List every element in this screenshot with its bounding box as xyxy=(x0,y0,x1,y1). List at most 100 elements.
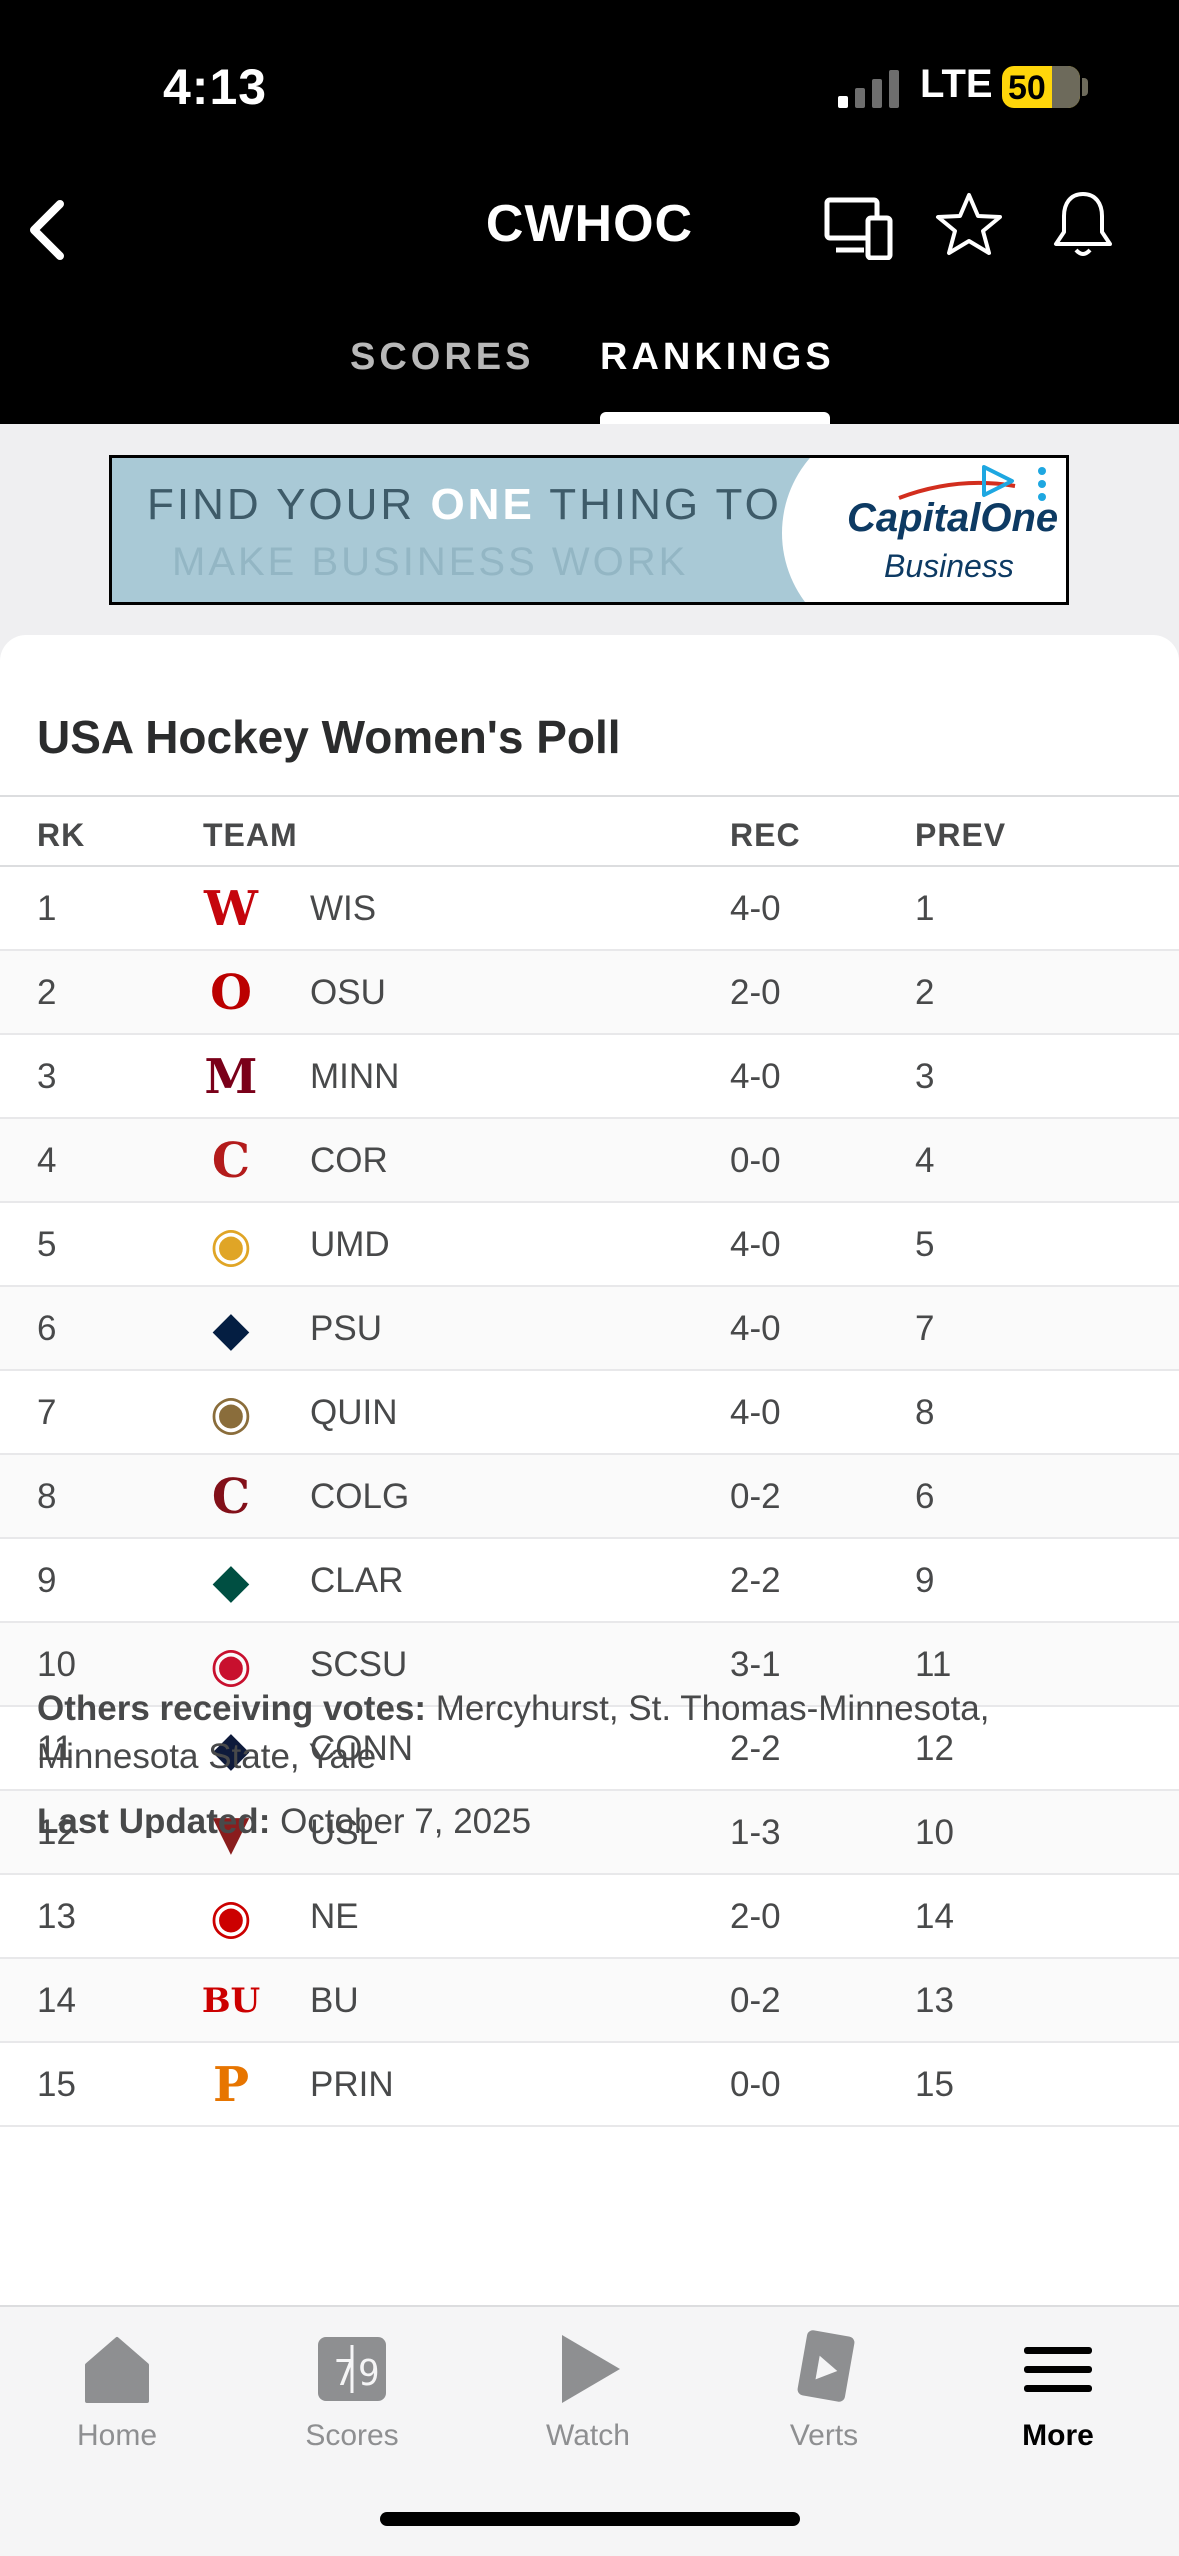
status-time: 4:13 xyxy=(163,59,268,115)
penn-state-icon: ◆ xyxy=(212,1301,250,1357)
play-icon xyxy=(562,2335,620,2403)
team-cell: NE xyxy=(310,1897,359,1936)
nav-home[interactable]: Home xyxy=(37,2329,197,2459)
back-chevron-icon[interactable] xyxy=(20,190,80,270)
previous-rank-cell: 11 xyxy=(915,1645,952,1684)
minnesota-m-icon: M xyxy=(204,1049,258,1105)
team-cell: BU xyxy=(310,1981,359,2020)
table-row[interactable]: 5 ◉ UMD 4-0 5 xyxy=(0,1203,1179,1287)
column-header-team: TEAM xyxy=(203,817,298,853)
table-row[interactable]: 11 ◆ CONN 2-2 12 xyxy=(0,1707,1179,1791)
rank-cell: 12 xyxy=(37,1813,76,1852)
record-cell: 3-1 xyxy=(730,1645,781,1684)
record-cell: 0-0 xyxy=(730,1141,781,1180)
network-type: LTE xyxy=(920,62,993,106)
team-cell: WIS xyxy=(310,889,377,928)
rank-cell: 10 xyxy=(37,1645,76,1684)
husky-icon: ◆ xyxy=(212,1721,250,1777)
more-options-icon[interactable] xyxy=(1036,466,1048,502)
rank-cell: 15 xyxy=(37,2065,76,2104)
rank-cell: 11 xyxy=(37,1729,74,1768)
previous-rank-cell: 14 xyxy=(915,1897,954,1936)
st-lawrence-icon: ▼ xyxy=(212,1805,250,1861)
svg-text:9: 9 xyxy=(358,2353,380,2394)
wisconsin-w-icon: W xyxy=(204,881,258,937)
active-tab-indicator xyxy=(600,412,830,424)
table-row[interactable]: 1 W WIS 4-0 1 xyxy=(0,867,1179,951)
rank-cell: 6 xyxy=(37,1309,57,1348)
nav-more[interactable]: More xyxy=(978,2329,1138,2459)
tab-rankings[interactable]: RANKINGS xyxy=(600,336,835,378)
rank-cell: 1 xyxy=(37,889,57,928)
rank-cell: 8 xyxy=(37,1477,57,1516)
ad-brand: CapitalOne xyxy=(847,496,1059,540)
table-row[interactable]: 14 BU BU 0-2 13 xyxy=(0,1959,1179,2043)
table-row[interactable]: 8 C COLG 0-2 6 xyxy=(0,1455,1179,1539)
nav-scores[interactable]: 7 9 Scores xyxy=(272,2329,432,2459)
team-cell: SCSU xyxy=(310,1645,408,1684)
poll-title: USA Hockey Women's Poll xyxy=(37,711,621,763)
svg-text:7: 7 xyxy=(334,2353,356,2394)
nav-more-label: More xyxy=(1022,2419,1094,2452)
previous-rank-cell: 2 xyxy=(915,973,935,1012)
record-cell: 0-2 xyxy=(730,1477,781,1516)
nav-watch[interactable]: Watch xyxy=(508,2329,668,2459)
colgate-c-icon: C xyxy=(211,1469,251,1525)
rank-cell: 3 xyxy=(37,1057,57,1096)
battery-tip xyxy=(1082,78,1088,96)
nav-scores-label: Scores xyxy=(305,2419,399,2452)
battery-icon: 50 xyxy=(1002,66,1080,108)
previous-rank-cell: 12 xyxy=(915,1729,954,1768)
battery-percent: 50 xyxy=(1008,69,1046,107)
cast-device-icon[interactable] xyxy=(824,196,894,260)
nav-home-label: Home xyxy=(76,2419,158,2452)
table-row[interactable]: 3 M MINN 4-0 3 xyxy=(0,1035,1179,1119)
bobcat-icon: ◉ xyxy=(210,1385,252,1441)
rankings-card: USA Hockey Women's Poll RK TEAM REC PREV… xyxy=(0,635,1179,2395)
record-cell: 0-0 xyxy=(730,2065,781,2104)
notification-bell-icon[interactable] xyxy=(1050,188,1116,260)
table-row[interactable]: 4 C COR 0-0 4 xyxy=(0,1119,1179,1203)
table-row[interactable]: 7 ◉ QUIN 4-0 8 xyxy=(0,1371,1179,1455)
rank-cell: 4 xyxy=(37,1141,57,1180)
team-cell: CLAR xyxy=(310,1561,404,1600)
previous-rank-cell: 5 xyxy=(915,1225,935,1264)
northeastern-husky-icon: ◉ xyxy=(210,1889,252,1945)
rank-cell: 13 xyxy=(37,1897,76,1936)
cellular-signal-icon xyxy=(838,70,899,108)
team-cell: OSU xyxy=(310,973,386,1012)
table-row[interactable]: 9 ◆ CLAR 2-2 9 xyxy=(0,1539,1179,1623)
others-receiving-votes: Others receiving votes: Mercyhurst, St. … xyxy=(37,1689,990,1776)
team-cell: PRIN xyxy=(310,2065,394,2104)
team-cell: USL xyxy=(310,1813,379,1852)
rank-cell: 14 xyxy=(37,1981,76,2020)
record-cell: 4-0 xyxy=(730,1225,781,1264)
ad-subline: MAKE BUSINESS WORK xyxy=(172,540,689,584)
table-row[interactable]: 2 O OSU 2-0 2 xyxy=(0,951,1179,1035)
nav-verts[interactable]: Verts xyxy=(744,2329,904,2459)
team-cell: UMD xyxy=(310,1225,390,1264)
previous-rank-cell: 8 xyxy=(915,1393,935,1432)
favorite-star-icon[interactable] xyxy=(934,190,1004,260)
tab-scores[interactable]: SCORES xyxy=(350,336,535,378)
rank-cell: 2 xyxy=(37,973,57,1012)
menu-icon xyxy=(1024,2347,1092,2392)
ad-banner[interactable]: FIND YOUR ONE THING TO MAKE BUSINESS WOR… xyxy=(109,455,1069,605)
nav-watch-label: Watch xyxy=(546,2419,630,2452)
column-header-record: REC xyxy=(730,817,801,853)
table-row[interactable]: 15 P PRIN 0-0 15 xyxy=(0,2043,1179,2127)
table-row[interactable]: 6 ◆ PSU 4-0 7 xyxy=(0,1287,1179,1371)
column-header-previous: PREV xyxy=(915,817,1007,853)
team-cell: CONN xyxy=(310,1729,414,1768)
team-cell: PSU xyxy=(310,1309,382,1348)
previous-rank-cell: 7 xyxy=(915,1309,935,1348)
previous-rank-cell: 10 xyxy=(915,1813,954,1852)
table-row[interactable]: 10 ◉ SCSU 3-1 11 xyxy=(0,1623,1179,1707)
record-cell: 2-0 xyxy=(730,1897,781,1936)
table-row[interactable]: 13 ◉ NE 2-0 14 xyxy=(0,1875,1179,1959)
table-row[interactable]: 12 ▼ USL 1-3 10 xyxy=(0,1791,1179,1875)
team-cell: MINN xyxy=(310,1057,400,1096)
last-updated: Last Updated: October 7, 2025 xyxy=(37,1802,532,1838)
bulldog-icon: ◉ xyxy=(210,1217,252,1273)
adchoices-icon[interactable] xyxy=(980,464,1016,498)
